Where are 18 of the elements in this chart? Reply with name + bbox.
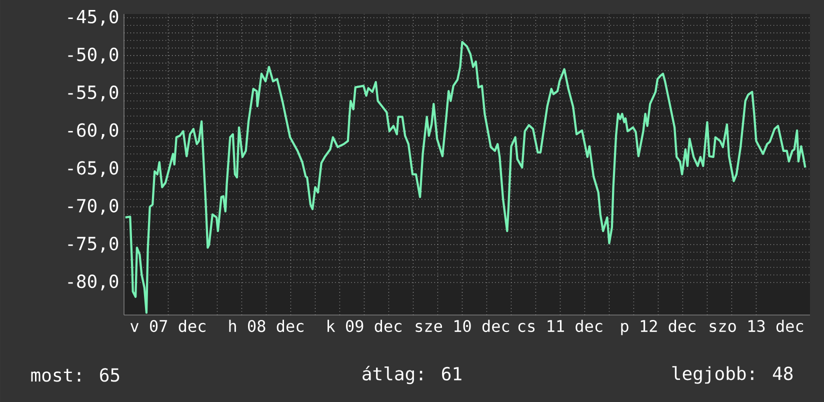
y-tick-label: -55,0 bbox=[68, 85, 118, 102]
y-tick-label: -70,0 bbox=[68, 198, 118, 215]
y-tick-label: -60,0 bbox=[68, 123, 118, 140]
y-tick-label: -45,0 bbox=[68, 10, 118, 26]
text: legjobb: 48 bbox=[672, 366, 793, 384]
y-tick-label: -65,0 bbox=[68, 161, 118, 177]
x-tick-label: v 07 dec bbox=[130, 320, 206, 332]
text: most: 65 bbox=[31, 368, 120, 382]
x-tick-label: k 09 dec bbox=[328, 320, 402, 332]
y-tick-label: -80,0 bbox=[68, 274, 118, 290]
x-tick-label: sze 10 dec bbox=[416, 320, 510, 332]
y-tick-label: -75,0 bbox=[68, 236, 118, 253]
y-tick-label: -50,0 bbox=[68, 48, 118, 64]
x-tick-label: szo 13 dec bbox=[710, 320, 804, 332]
x-tick-label: cs 11 dec bbox=[518, 320, 602, 332]
text: átlag: 61 bbox=[362, 366, 462, 384]
x-tick-label: p 12 dec bbox=[621, 320, 696, 336]
x-tick-label: h 08 dec bbox=[229, 320, 304, 332]
